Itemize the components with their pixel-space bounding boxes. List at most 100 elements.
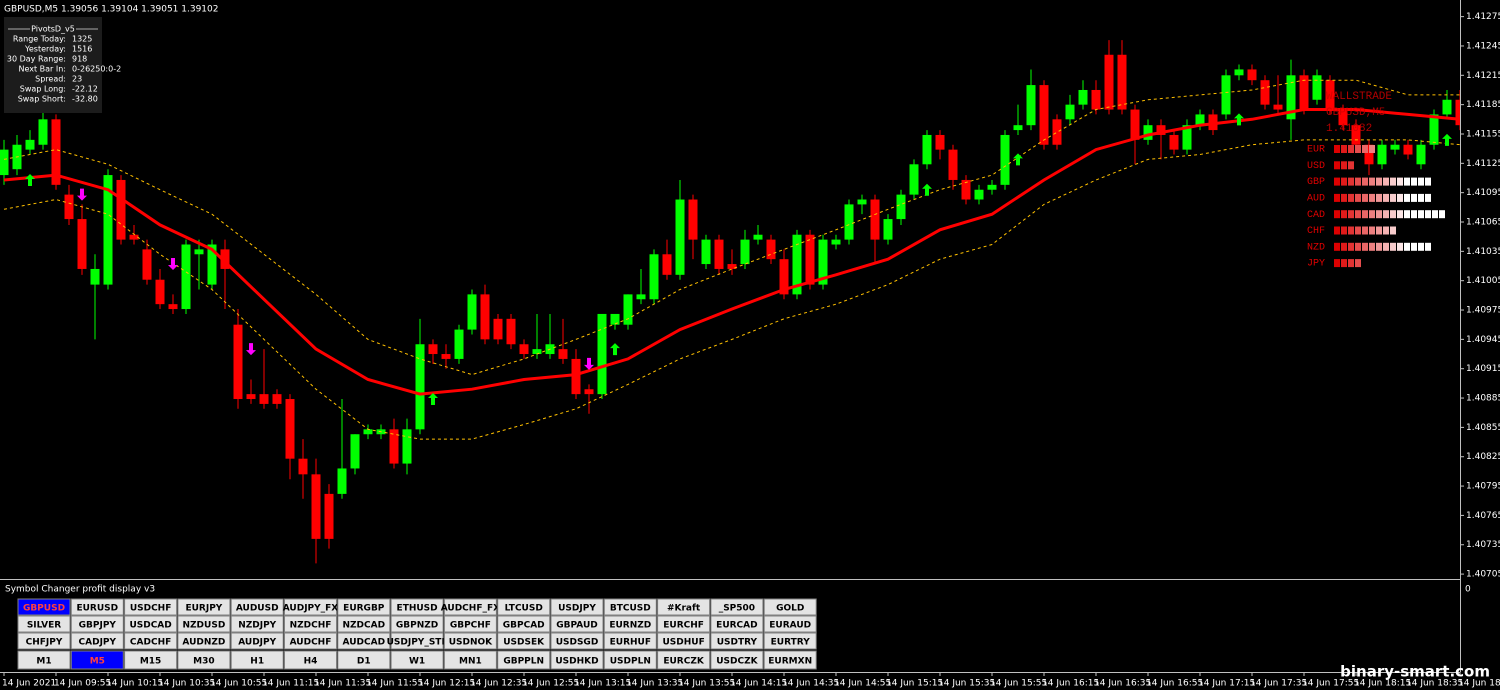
- symbol-button[interactable]: GBPCAD: [497, 615, 551, 633]
- button-face[interactable]: [497, 615, 551, 633]
- button-face[interactable]: [443, 650, 497, 670]
- button-face[interactable]: [124, 615, 178, 633]
- button-face[interactable]: [763, 615, 817, 633]
- button-face[interactable]: [17, 598, 71, 616]
- symbol-button[interactable]: SILVER: [17, 615, 71, 633]
- button-label[interactable]: CHFJPY: [26, 638, 63, 648]
- button-label[interactable]: NZDCAD: [343, 621, 386, 631]
- button-label[interactable]: EURNZD: [609, 621, 651, 631]
- symbol-button[interactable]: W1: [390, 650, 444, 670]
- button-label[interactable]: EURCAD: [716, 621, 757, 631]
- button-label[interactable]: USDSEK: [503, 638, 545, 648]
- button-label[interactable]: NZDUSD: [183, 621, 226, 631]
- button-label[interactable]: AUDJPY: [238, 638, 276, 648]
- button-face[interactable]: [284, 650, 337, 670]
- button-label[interactable]: EURCZK: [663, 657, 705, 667]
- button-face[interactable]: [230, 632, 284, 650]
- button-label[interactable]: AUDCAD: [343, 638, 386, 648]
- button-label[interactable]: #Kraft: [667, 604, 701, 614]
- button-face[interactable]: [70, 598, 124, 616]
- button-face[interactable]: [177, 615, 231, 633]
- button-face[interactable]: [763, 598, 817, 616]
- button-label[interactable]: W1: [409, 657, 425, 667]
- symbol-button[interactable]: NZDJPY: [230, 615, 284, 633]
- button-label[interactable]: USDNOK: [449, 638, 493, 648]
- symbol-button[interactable]: EURTRY: [763, 632, 817, 650]
- symbol-button[interactable]: AUDNZD: [177, 632, 231, 650]
- button-face[interactable]: [390, 650, 444, 670]
- button-face[interactable]: [390, 615, 444, 633]
- symbol-button[interactable]: H1: [230, 650, 284, 670]
- button-label[interactable]: USDCHF: [130, 604, 172, 614]
- symbol-button[interactable]: AUDCHF: [284, 632, 337, 650]
- symbol-button[interactable]: M1: [17, 650, 71, 670]
- button-label[interactable]: MN1: [459, 657, 482, 667]
- button-label[interactable]: EURGBP: [343, 604, 385, 614]
- symbol-button[interactable]: MN1: [443, 650, 497, 670]
- button-face[interactable]: [124, 598, 178, 616]
- button-label[interactable]: AUDNZD: [182, 638, 225, 648]
- symbol-button[interactable]: USDSEK: [497, 632, 551, 650]
- button-label[interactable]: AUDJPY_FX: [283, 604, 339, 614]
- button-face[interactable]: [17, 615, 71, 633]
- button-face[interactable]: [710, 598, 764, 616]
- button-face[interactable]: [497, 650, 551, 670]
- symbol-button[interactable]: EURMXN: [763, 650, 817, 670]
- symbol-button[interactable]: LTCUSD: [497, 598, 551, 616]
- symbol-button[interactable]: NZDUSD: [177, 615, 231, 633]
- symbol-button[interactable]: D1: [337, 650, 391, 670]
- symbol-button[interactable]: EURJPY: [177, 598, 231, 616]
- symbol-button[interactable]: GBPUSD: [17, 598, 71, 616]
- button-face[interactable]: [710, 650, 764, 670]
- button-label[interactable]: EURUSD: [76, 604, 118, 614]
- button-label[interactable]: GOLD: [776, 604, 804, 614]
- button-face[interactable]: [337, 598, 391, 616]
- symbol-button[interactable]: M5: [70, 650, 124, 670]
- button-label[interactable]: GBPCAD: [503, 621, 545, 631]
- button-label[interactable]: LTCUSD: [505, 604, 543, 614]
- symbol-button[interactable]: EURAUD: [763, 615, 817, 633]
- button-label[interactable]: EURMXN: [768, 657, 812, 667]
- button-label[interactable]: GBPJPY: [79, 621, 117, 631]
- button-label[interactable]: EURAUD: [769, 621, 811, 631]
- button-label[interactable]: AUDUSD: [236, 604, 279, 614]
- button-face[interactable]: [550, 598, 604, 616]
- symbol-button[interactable]: EURNZD: [603, 615, 657, 633]
- symbol-button[interactable]: USDJPY_STF: [387, 632, 448, 650]
- symbol-button[interactable]: USDTRY: [710, 632, 764, 650]
- symbol-button[interactable]: EURCAD: [710, 615, 764, 633]
- button-label[interactable]: NZDCHF: [290, 621, 332, 631]
- symbol-button[interactable]: ETHUSD: [390, 598, 444, 616]
- symbol-button[interactable]: USDCAD: [124, 615, 178, 633]
- button-label[interactable]: CADJPY: [79, 638, 117, 648]
- button-label[interactable]: USDSGD: [556, 638, 599, 648]
- button-label[interactable]: D1: [357, 657, 371, 667]
- button-label[interactable]: SILVER: [27, 621, 61, 631]
- button-face[interactable]: [550, 650, 604, 670]
- button-label[interactable]: USDHUF: [662, 638, 704, 648]
- button-face[interactable]: [550, 615, 604, 633]
- button-face[interactable]: [497, 598, 551, 616]
- symbol-button[interactable]: AUDCAD: [337, 632, 391, 650]
- button-label[interactable]: USDJPY_STF: [387, 638, 448, 648]
- button-label[interactable]: AUDCHF: [290, 638, 332, 648]
- button-label[interactable]: USDCZK: [716, 657, 758, 667]
- symbol-button[interactable]: AUDCHF_FX: [441, 598, 500, 616]
- button-label[interactable]: BTCUSD: [610, 604, 651, 614]
- button-label[interactable]: GBPPLN: [503, 657, 544, 667]
- button-face[interactable]: [284, 615, 337, 633]
- button-label[interactable]: USDHKD: [555, 657, 598, 667]
- button-label[interactable]: _SP500: [719, 604, 755, 614]
- button-face[interactable]: [710, 615, 764, 633]
- symbol-button[interactable]: GOLD: [763, 598, 817, 616]
- button-label[interactable]: M15: [140, 657, 161, 667]
- button-label[interactable]: EURTRY: [771, 638, 811, 648]
- button-label[interactable]: USDPLN: [610, 657, 651, 667]
- symbol-button[interactable]: USDHKD: [550, 650, 604, 670]
- symbol-button[interactable]: EURGBP: [337, 598, 391, 616]
- button-face[interactable]: [443, 632, 497, 650]
- button-face[interactable]: [70, 650, 124, 670]
- button-face[interactable]: [124, 650, 178, 670]
- button-label[interactable]: USDTRY: [717, 638, 758, 648]
- symbol-button[interactable]: GBPCHF: [443, 615, 497, 633]
